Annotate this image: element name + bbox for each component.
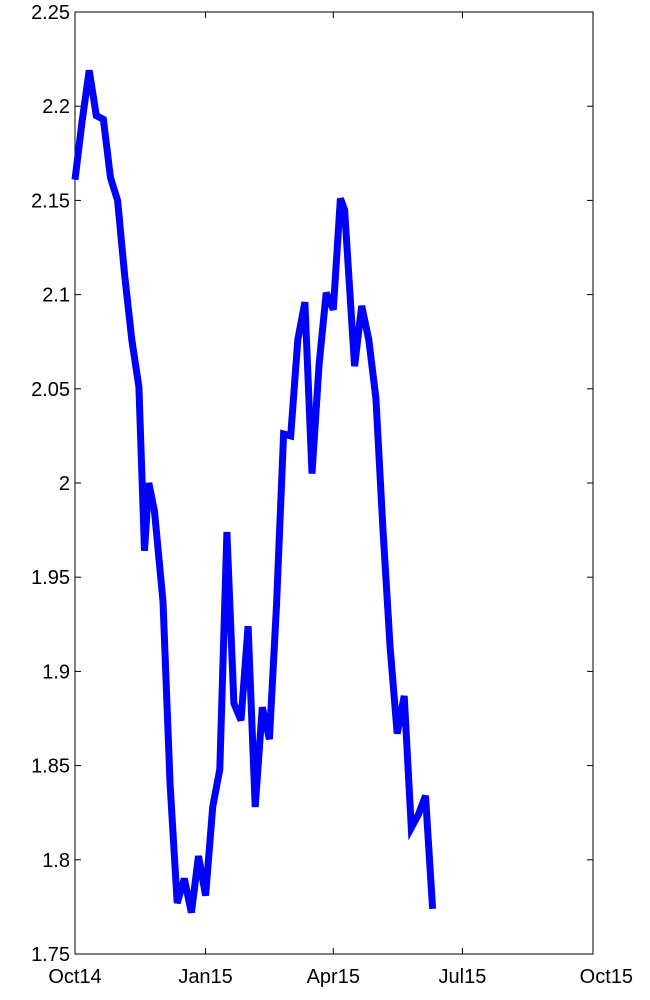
x-tick-label: Jan15	[178, 966, 233, 988]
tick-marks	[74, 11, 594, 955]
x-tick-label: Oct15	[580, 966, 633, 988]
y-tick-label: 2.2	[42, 96, 70, 118]
x-tick-label: Apr15	[307, 966, 360, 988]
y-tick-label: 1.95	[31, 567, 70, 589]
y-tick-label: 2.1	[42, 285, 70, 307]
x-tick-labels: Oct14 Jan15 Apr15 Jul15 Oct15	[48, 966, 633, 988]
y-tick-label: 2.05	[31, 379, 70, 401]
x-tick-label: Oct14	[48, 966, 101, 988]
y-tick-label: 2	[59, 473, 70, 495]
y-tick-label: 1.75	[31, 944, 70, 966]
y-tick-label: 2.15	[31, 190, 70, 212]
y-tick-label: 2.25	[31, 2, 70, 24]
axes-frame	[74, 11, 594, 955]
series-line-0	[71, 69, 437, 914]
series-group	[71, 69, 437, 914]
y-tick-label: 1.8	[42, 850, 70, 872]
y-tick-labels: 1.75 1.8 1.85 1.9 1.95 2 2.05 2.1 2.15 2.2 2.25	[31, 2, 70, 966]
x-tick-label: Jul15	[439, 966, 487, 988]
y-tick-label: 1.85	[31, 756, 70, 778]
y-tick-label: 1.9	[42, 661, 70, 683]
